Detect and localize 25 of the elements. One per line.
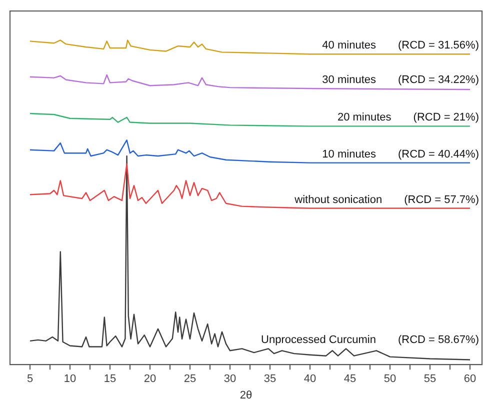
annotation: (RCD = 58.67%) (398, 334, 479, 346)
x-tick-label: 45 (344, 373, 356, 386)
x-tick-label: 35 (264, 373, 276, 386)
series-label: 10 minutes (322, 148, 376, 160)
x-tick-label: 60 (464, 373, 476, 386)
annotation: (RCD = 57.7%) (404, 194, 479, 206)
series-label: without sonication (294, 194, 382, 206)
x-axis-title: 2θ (240, 389, 252, 402)
annotation: (RCD = 21%) (413, 112, 479, 124)
annotation: (RCD = 34.22%) (398, 74, 479, 86)
x-tick-label: 40 (304, 373, 316, 386)
series-label: 40 minutes (322, 40, 376, 52)
annotation: (RCD = 31.56%) (398, 40, 479, 52)
series-label: 30 minutes (322, 74, 376, 86)
x-tick-label: 15 (104, 373, 116, 386)
annotation: (RCD = 40.44%) (398, 148, 479, 160)
x-tick-label: 5 (26, 373, 34, 386)
x-tick-label: 55 (424, 373, 436, 386)
x-tick-label: 20 (144, 373, 156, 386)
series-label: 20 minutes (337, 112, 392, 124)
x-tick-label: 10 (64, 373, 76, 386)
x-tick-label: 30 (224, 373, 236, 386)
x-tick-label: 25 (184, 373, 196, 386)
series-label: Unprocessed Curcumin (261, 334, 376, 346)
x-tick-label: 50 (384, 373, 396, 386)
